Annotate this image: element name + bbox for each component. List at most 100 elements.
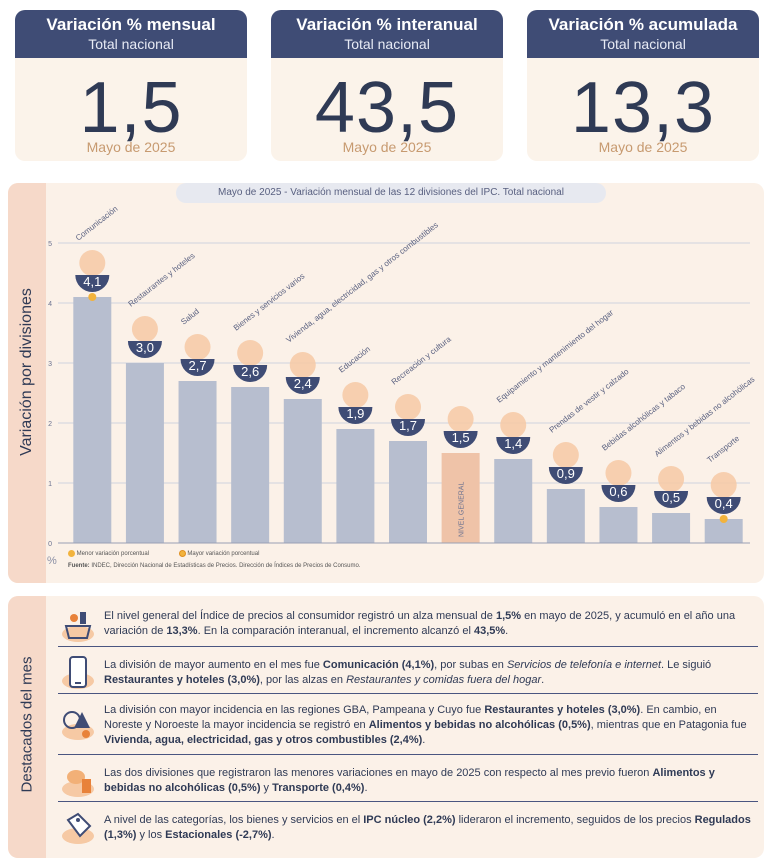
card-date: Mayo de 2025 — [86, 139, 176, 155]
highlights-side-text: Destacados del mes — [18, 656, 36, 793]
bar — [231, 387, 270, 543]
chart-panel: Variación por divisiones Mayo de 2025 - … — [8, 183, 764, 583]
value-label: 1,5 — [452, 430, 470, 445]
y-tick-label: 1 — [48, 481, 52, 488]
category-icon — [131, 316, 158, 342]
value-label: 0,5 — [662, 490, 680, 505]
price-tag-icon — [58, 808, 98, 848]
y-tick-label: 4 — [48, 301, 52, 308]
card-header: Variación % mensual Total nacional — [15, 10, 247, 58]
bar — [283, 399, 322, 543]
bar — [125, 363, 164, 543]
value-badge — [338, 407, 373, 424]
category-icon — [500, 412, 527, 438]
bar — [389, 441, 427, 543]
card-date: Mayo de 2025 — [598, 139, 688, 155]
category-icon — [342, 382, 369, 408]
category-label: Educación — [337, 344, 372, 374]
category-label: Vivienda, agua, electricidad, gas y otro… — [284, 220, 439, 344]
value-label: 2,6 — [241, 364, 259, 379]
chart-title: Mayo de 2025 - Variación mensual de las … — [176, 183, 606, 203]
value-label: 0,6 — [609, 484, 627, 499]
bar — [336, 429, 375, 543]
bar — [652, 513, 691, 543]
category-label: Bienes y servicios varios — [232, 272, 307, 333]
value-badge — [548, 467, 583, 484]
category-icon — [710, 472, 737, 498]
card-interannual: Variación % interanual Total nacional 43… — [271, 10, 503, 161]
value-label: 0,9 — [557, 466, 575, 481]
value-label: 3,0 — [136, 340, 154, 355]
card-value: 13,3 — [570, 68, 716, 148]
bar — [441, 453, 480, 543]
category-label: Prendas de vestir y calzado — [548, 367, 631, 435]
value-badge — [654, 491, 689, 508]
bar — [599, 507, 638, 543]
food-icon — [58, 761, 98, 801]
highlight-item: La división con mayor incidencia en las … — [58, 698, 758, 755]
category-icon — [289, 352, 316, 378]
highlight-text: A nivel de las categorías, los bienes y … — [104, 814, 751, 841]
bar — [546, 489, 585, 543]
category-icon — [447, 406, 474, 432]
legend: Menor variación porcentual Mayor variaci… — [68, 550, 259, 557]
category-label: Alimentos y bebidas no alcohólicas — [653, 375, 757, 459]
card-subtitle: Total nacional — [344, 36, 430, 52]
phone-icon — [58, 653, 98, 693]
category-label: Transporte — [705, 434, 741, 465]
highlight-item: A nivel de las categorías, los bienes y … — [58, 806, 758, 850]
value-badge — [127, 341, 162, 358]
shopping-basket-icon — [58, 606, 98, 646]
card-title: Variación % acumulada — [548, 15, 738, 34]
value-label: 2,7 — [188, 358, 206, 373]
legend-min-marker — [68, 550, 75, 557]
category-label: Salud — [179, 307, 201, 327]
category-label: Comunicación — [74, 204, 119, 242]
y-tick-label: 5 — [48, 241, 52, 248]
y-tick-label: 2 — [48, 421, 52, 428]
source-text: INDEC, Dirección Nacional de Estadística… — [91, 563, 361, 569]
card-value: 1,5 — [79, 68, 183, 148]
highlights-side-label: Destacados del mes — [8, 596, 46, 858]
category-icon — [184, 334, 211, 360]
legend-min-label: Menor variación porcentual — [76, 551, 150, 558]
highlight-text: La división con mayor incidencia en las … — [104, 704, 747, 746]
card-date: Mayo de 2025 — [342, 139, 432, 155]
bar — [73, 297, 112, 543]
card-value: 43,5 — [314, 68, 460, 148]
value-label: 1,7 — [399, 418, 417, 433]
bar — [494, 459, 533, 543]
extreme-marker — [719, 515, 728, 523]
category-icon — [395, 394, 421, 420]
highlight-text: La división de mayor aumento en el mes f… — [104, 659, 712, 686]
value-badge — [391, 419, 425, 436]
category-icon — [79, 250, 106, 276]
card-header: Variación % acumulada Total nacional — [527, 10, 759, 58]
bar-chart: 0 1 2 3 4 5 Comunicación 4,1 Restaurantes y hote… — [48, 204, 757, 548]
category-label: NIVEL GENERAL — [459, 482, 466, 537]
category-icon — [658, 466, 685, 492]
value-label: 1,9 — [346, 406, 364, 421]
category-icon — [605, 460, 632, 486]
card-monthly: Variación % mensual Total nacional 1,5 M… — [15, 10, 247, 161]
value-label: 1,4 — [504, 436, 522, 451]
card-title: Variación % interanual — [296, 15, 478, 34]
highlight-text: El nivel general del Índice de precios a… — [104, 610, 736, 637]
value-badge — [443, 431, 478, 448]
value-badge — [496, 437, 531, 454]
legend-max-label: Mayor variación porcentual — [187, 551, 260, 558]
category-label: Recreación y cultura — [390, 334, 453, 386]
value-badge — [706, 497, 741, 514]
value-badge — [285, 377, 320, 394]
card-title: Variación % mensual — [46, 15, 216, 34]
highlight-text: Las dos divisiones que registraron las m… — [104, 767, 715, 794]
bar — [178, 381, 217, 543]
source-note: Fuente: INDEC, Dirección Nacional de Est… — [68, 563, 360, 569]
highlights-panel: Destacados del mes El nivel general del … — [8, 596, 764, 858]
category-label: Restaurantes y hoteles — [127, 251, 197, 308]
y-tick-label: 0 — [48, 541, 52, 548]
source-label: Fuente: — [68, 563, 90, 569]
value-badge — [180, 359, 215, 376]
value-label: 4,1 — [83, 274, 101, 289]
card-subtitle: Total nacional — [600, 36, 686, 52]
